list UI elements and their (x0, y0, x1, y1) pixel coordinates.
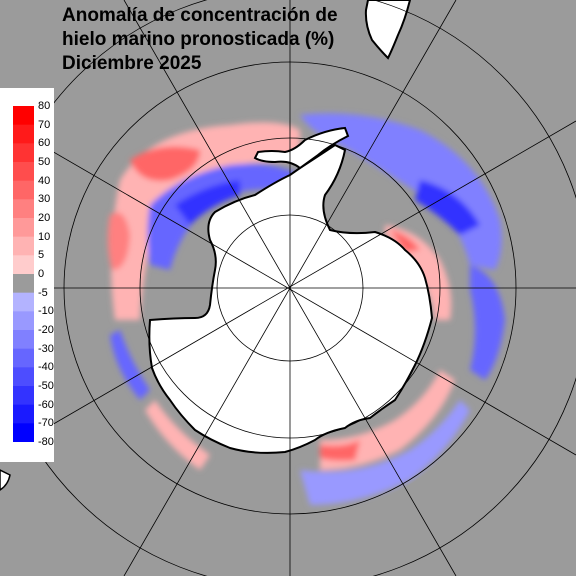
legend-swatch (13, 386, 34, 406)
legend-swatch (13, 348, 34, 368)
anomaly-negative-weddell-inner (175, 180, 240, 225)
legend-tick-label: 50 (38, 156, 51, 168)
anomaly-positive-west-band (107, 212, 130, 270)
legend-tick-label: -5 (38, 286, 48, 299)
legend-tick-label: -30 (38, 342, 54, 355)
legend-swatch (13, 404, 34, 424)
legend-tick-label: -70 (38, 417, 54, 430)
map-title: Anomalía de concentración de hielo marin… (62, 4, 382, 76)
legend-tick-label: 80 (38, 100, 51, 112)
legend-tick-label: 70 (38, 118, 51, 131)
legend-swatch (13, 180, 34, 200)
legend-tick-label: -40 (38, 361, 54, 374)
sea-ice-anomaly-field (107, 113, 505, 505)
title-line-3: Diciembre 2025 (62, 53, 202, 74)
legend-swatch (13, 143, 34, 163)
legend-tick-label: -60 (38, 398, 54, 411)
legend-tick-label: 10 (38, 230, 51, 243)
legend-tick-label: -10 (38, 305, 54, 318)
legend-swatch (13, 236, 34, 256)
legend-swatch (13, 423, 34, 442)
anomaly-negative-northeast-core (415, 180, 480, 235)
legend-colorbar (13, 106, 34, 442)
legend-swatch (13, 274, 34, 294)
legend-swatch (13, 367, 34, 387)
anomaly-positive-east-core (390, 230, 420, 252)
legend-swatch (13, 311, 34, 331)
anomaly-positive-northwest (130, 146, 200, 181)
legend-tick-label: -20 (38, 324, 54, 336)
legend-swatch (13, 218, 34, 238)
anomaly-negative-southwest (110, 330, 150, 400)
title-line-2: hielo marino pronosticada (%) (62, 29, 335, 50)
meridian-150 (123, 0, 457, 576)
legend-tick-label: 60 (38, 137, 51, 150)
anomaly-negative-south (300, 400, 470, 505)
anomaly-positive-southwest (145, 400, 210, 470)
antarctica-landmass (0, 0, 434, 491)
title-line-1: Anomalía de concentración de (62, 5, 338, 26)
legend-tick-label: -80 (38, 436, 54, 448)
legend-tick-label: 20 (38, 212, 51, 224)
anomaly-negative-northeast (300, 113, 502, 270)
legend-tick-label: 0 (38, 268, 45, 280)
legend-swatch (13, 124, 34, 144)
legend-swatch (13, 330, 34, 350)
legend-swatch (13, 292, 34, 312)
color-legend: 80 70 60 50 40 30 20 10 5 0 -5 -10 -20 -30 -40 -50 -60 -7… (0, 88, 54, 462)
legend-swatch (13, 199, 34, 219)
anomaly-positive-south-core (320, 440, 360, 461)
anomaly-negative-east (470, 265, 505, 380)
legend-swatch (13, 162, 34, 182)
legend-tick-label: 40 (38, 174, 51, 187)
legend-swatch (13, 255, 34, 275)
legend-swatch (13, 106, 34, 126)
meridian-120 (0, 120, 576, 456)
legend-tick-label: 30 (38, 193, 51, 206)
legend-tick-label: -50 (38, 380, 54, 392)
anomaly-negative-weddell (147, 163, 300, 270)
legend-tick-label: 5 (38, 249, 45, 262)
